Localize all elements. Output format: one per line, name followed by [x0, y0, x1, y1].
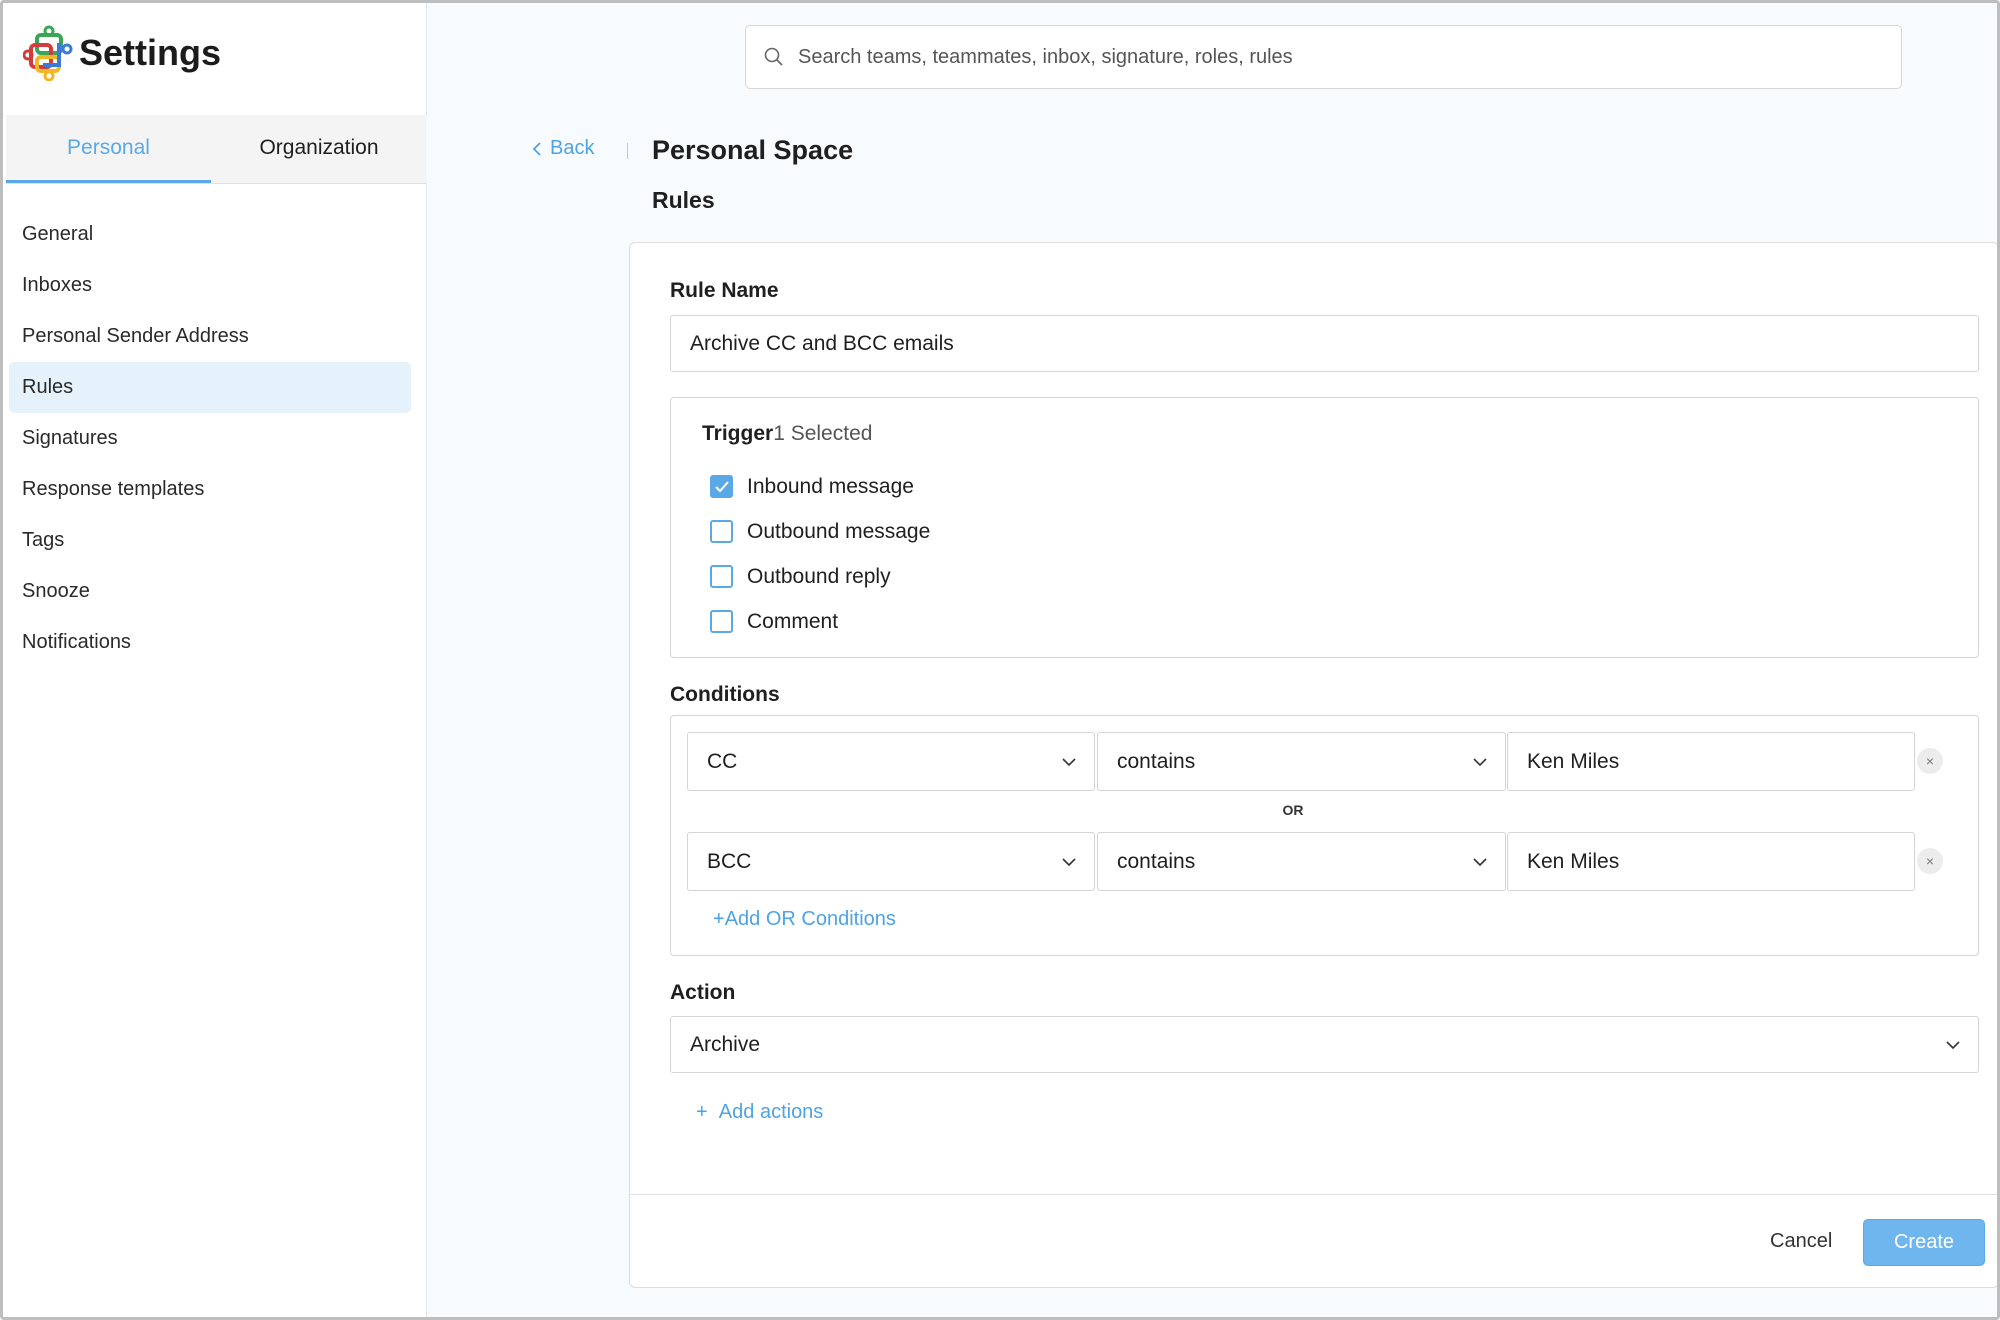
chevron-down-icon	[1946, 1040, 1960, 1049]
sidebar-item-response-templates[interactable]: Response templates	[22, 478, 205, 500]
add-or-label: Add OR Conditions	[724, 908, 896, 930]
trigger-comment[interactable]: Comment	[710, 599, 930, 644]
select-value: Archive	[690, 1032, 761, 1056]
checkbox[interactable]	[710, 610, 733, 633]
search-icon	[764, 47, 783, 66]
trigger-count: 1 Selected	[773, 422, 873, 445]
condition-value-input[interactable]: Ken Miles	[1507, 732, 1915, 791]
chevron-down-icon	[1062, 757, 1076, 766]
conditions-label: Conditions	[670, 683, 780, 706]
check-icon	[714, 480, 729, 492]
sidebar-item-tags[interactable]: Tags	[22, 529, 65, 551]
checkbox[interactable]	[710, 565, 733, 588]
input-value: Ken Miles	[1527, 849, 1620, 873]
close-icon: ×	[1925, 753, 1935, 769]
condition-value-input[interactable]: Ken Miles	[1507, 832, 1915, 891]
remove-condition-button[interactable]: ×	[1917, 748, 1943, 774]
select-value: BCC	[707, 849, 752, 873]
close-icon: ×	[1925, 853, 1935, 869]
sidebar-item-personal-sender-address[interactable]: Personal Sender Address	[22, 325, 249, 347]
select-value: contains	[1117, 849, 1196, 873]
create-button[interactable]: Create	[1863, 1219, 1985, 1266]
or-separator: OR	[1282, 802, 1304, 818]
trigger-outbound-reply[interactable]: Outbound reply	[710, 554, 930, 599]
rule-name-label: Rule Name	[670, 279, 779, 302]
trigger-label-reply: Outbound reply	[747, 564, 891, 588]
page-title: Personal Space	[652, 135, 854, 165]
sidebar: Settings Personal Organization General I…	[3, 3, 427, 1317]
trigger-label-outbound: Outbound message	[747, 519, 931, 543]
condition-field-select[interactable]: BCC	[687, 832, 1095, 891]
action-select[interactable]: Archive	[670, 1016, 1979, 1073]
main-content: Back Personal Space Rules Rule Name Arch…	[428, 3, 1999, 1317]
remove-condition-button[interactable]: ×	[1917, 848, 1943, 874]
sidebar-item-rules[interactable]: Rules	[9, 362, 411, 413]
cancel-button[interactable]: Cancel	[1770, 1230, 1833, 1252]
tab-personal[interactable]: Personal	[6, 115, 211, 183]
add-or-conditions-link[interactable]: +Add OR Conditions	[713, 908, 896, 931]
logo-icon	[23, 25, 73, 81]
tab-organization[interactable]: Organization	[259, 136, 379, 159]
scope-tabs: Personal Organization	[6, 115, 427, 184]
sidebar-item-inboxes[interactable]: Inboxes	[22, 274, 93, 296]
condition-operator-select[interactable]: contains	[1097, 832, 1506, 891]
trigger-box: Trigger1 Selected Inbound message Outbou…	[670, 397, 1979, 658]
rule-form: Rule Name Archive CC and BCC emails Trig…	[629, 242, 1999, 1288]
divider	[627, 143, 628, 159]
action-label: Action	[670, 981, 736, 1004]
search-bar[interactable]	[745, 25, 1902, 89]
back-label: Back	[550, 137, 595, 159]
form-footer-divider	[630, 1194, 1998, 1195]
condition-operator-select[interactable]: contains	[1097, 732, 1506, 791]
select-value: contains	[1117, 749, 1196, 773]
app-title: Settings	[79, 32, 222, 73]
trigger-inbound-message[interactable]: Inbound message	[710, 464, 930, 509]
chevron-left-icon	[532, 141, 541, 156]
chevron-down-icon	[1473, 857, 1487, 866]
plus-icon: +	[713, 908, 725, 930]
checkbox[interactable]	[710, 520, 733, 543]
trigger-label-comment: Comment	[747, 609, 839, 633]
sidebar-item-notifications[interactable]: Notifications	[22, 631, 131, 653]
add-actions-link[interactable]: + Add actions	[696, 1101, 823, 1124]
search-input[interactable]	[798, 45, 1878, 69]
trigger-outbound-message[interactable]: Outbound message	[710, 509, 930, 554]
input-value: Ken Miles	[1527, 749, 1620, 773]
add-actions-label: Add actions	[718, 1101, 824, 1123]
back-button[interactable]: Back	[532, 137, 594, 160]
chevron-down-icon	[1473, 757, 1487, 766]
condition-field-select[interactable]: CC	[687, 732, 1095, 791]
sidebar-item-signatures[interactable]: Signatures	[22, 427, 118, 449]
app-logo: Settings	[23, 25, 221, 81]
trigger-header: Trigger1 Selected	[702, 422, 872, 446]
rule-name-input[interactable]: Archive CC and BCC emails	[670, 315, 1979, 372]
select-value: CC	[707, 749, 738, 773]
page-subtitle: Rules	[652, 187, 715, 213]
conditions-box: CC contains Ken Miles × OR BCC contains …	[670, 715, 1979, 956]
chevron-down-icon	[1062, 857, 1076, 866]
trigger-label: Trigger	[702, 422, 774, 445]
trigger-label-inbound: Inbound message	[747, 474, 914, 498]
checkbox-checked[interactable]	[710, 475, 733, 498]
settings-nav: General Inboxes Personal Sender Address …	[9, 209, 411, 668]
sidebar-item-snooze[interactable]: Snooze	[22, 580, 90, 602]
sidebar-item-general[interactable]: General	[22, 223, 94, 245]
plus-icon: +	[696, 1101, 719, 1123]
